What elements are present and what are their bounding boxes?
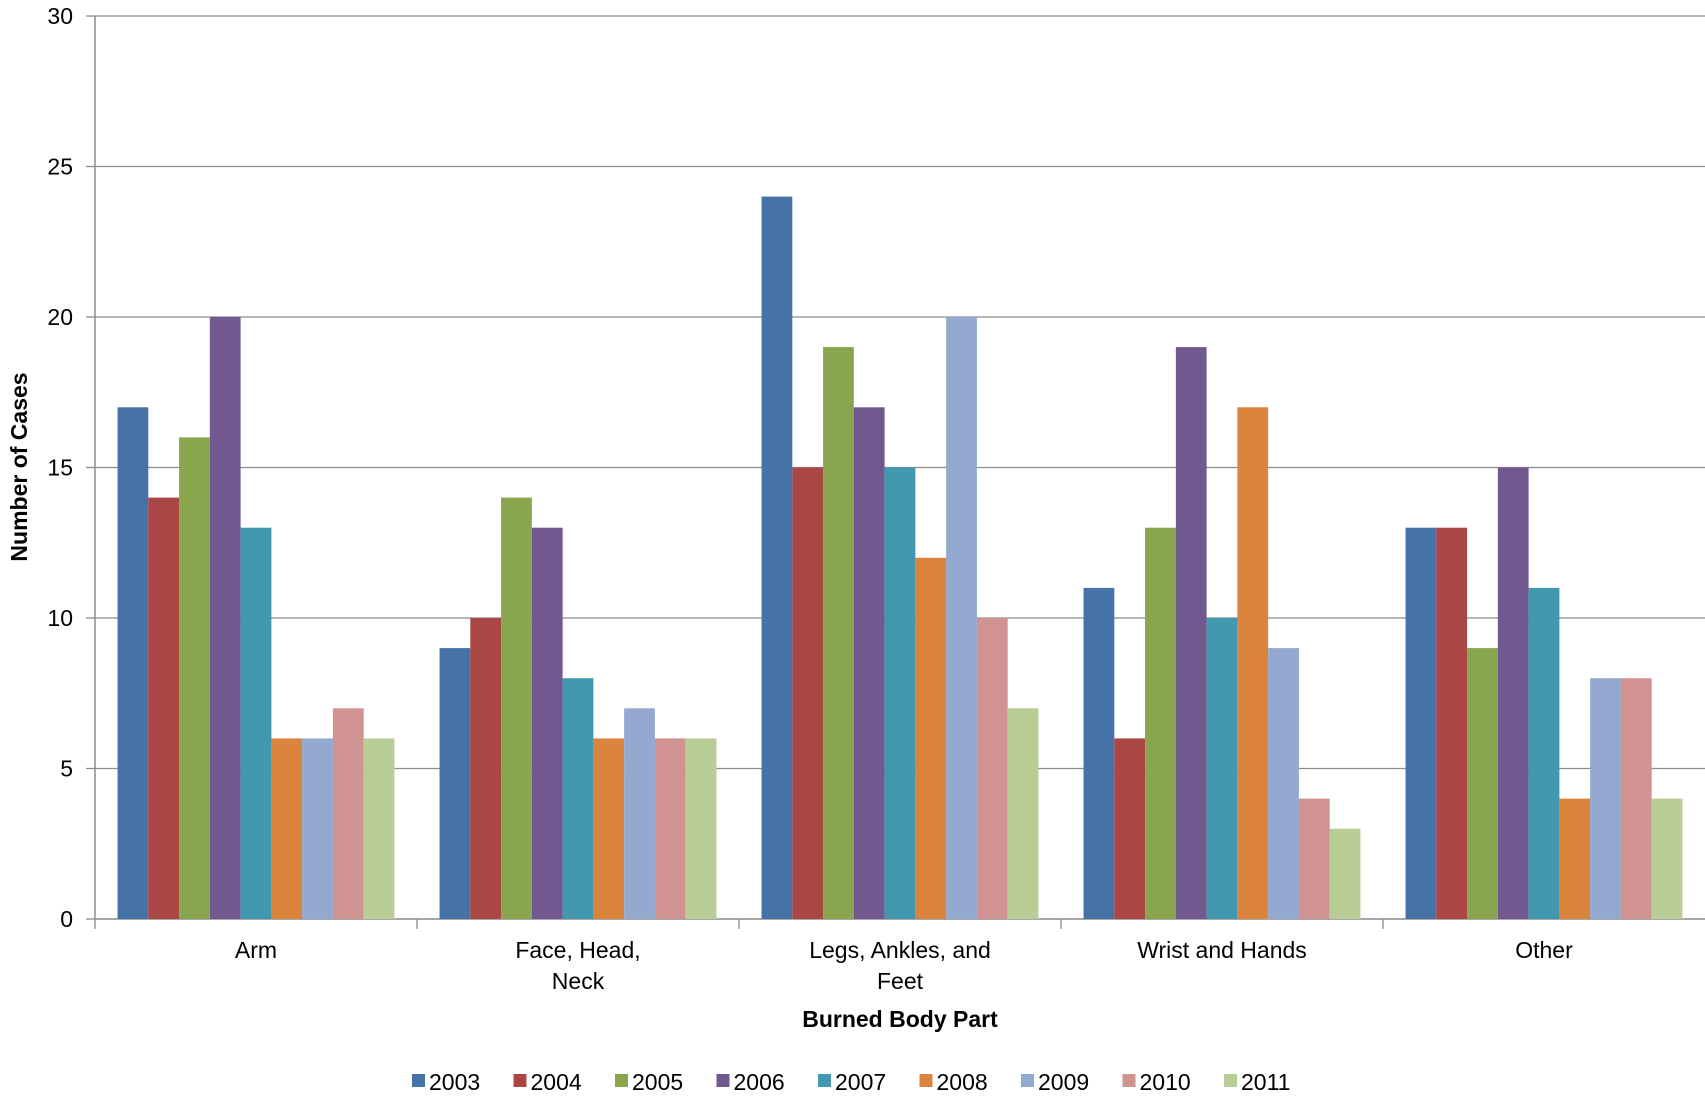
- bar-2006: [1175, 347, 1207, 920]
- legend-label-2003: 2003: [429, 1069, 480, 1095]
- legend-swatch-2003: [412, 1074, 425, 1087]
- y-tick-label: 10: [47, 605, 73, 631]
- legend-swatch-2006: [716, 1074, 730, 1087]
- y-tick-label: 30: [47, 3, 73, 29]
- bar-2009: [624, 708, 655, 919]
- x-axis-title: Burned Body Part: [802, 1006, 998, 1032]
- bar-2007: [562, 678, 594, 919]
- legend-swatch-2004: [513, 1074, 527, 1087]
- x-tick-label: Neck: [552, 968, 605, 994]
- legend-swatch-2008: [919, 1074, 933, 1087]
- bar-2005: [501, 497, 532, 919]
- legend-label-2010: 2010: [1140, 1069, 1191, 1095]
- bar-2009: [1268, 648, 1299, 919]
- legend-swatch-2007: [818, 1074, 831, 1087]
- x-tick-label: Legs, Ankles, and: [809, 937, 991, 963]
- legend-swatch-2005: [615, 1074, 628, 1087]
- bar-2003: [117, 407, 149, 919]
- x-tick-label: Wrist and Hands: [1137, 937, 1307, 963]
- bar-2004: [792, 467, 824, 919]
- bar-2006: [853, 407, 885, 919]
- bar-2010: [1620, 678, 1652, 919]
- bar-2011: [1651, 798, 1683, 919]
- x-tick-label: Feet: [877, 968, 924, 994]
- legend-label-2005: 2005: [632, 1069, 683, 1095]
- y-tick-label: 0: [60, 906, 73, 932]
- y-axis-title: Number of Cases: [6, 372, 32, 561]
- bar-2009: [1590, 678, 1621, 919]
- bar-2008: [271, 738, 303, 919]
- bar-2010: [332, 708, 364, 919]
- bar-2009: [302, 738, 333, 919]
- legend-swatch-2011: [1224, 1074, 1237, 1087]
- bar-2007: [1528, 587, 1560, 919]
- bar-2003: [1083, 587, 1115, 919]
- y-tick-label: 20: [47, 304, 73, 330]
- bar-2011: [363, 738, 395, 919]
- bar-2007: [240, 527, 272, 919]
- bar-2011: [1329, 828, 1361, 919]
- y-tick-label: 5: [60, 756, 73, 782]
- legend-label-2009: 2009: [1038, 1069, 1089, 1095]
- bar-2003: [439, 648, 471, 919]
- bar-2008: [1559, 798, 1591, 919]
- bar-2011: [1007, 708, 1039, 919]
- legend-label-2006: 2006: [734, 1069, 785, 1095]
- bar-2006: [531, 527, 563, 919]
- bar-2003: [761, 196, 793, 920]
- bar-2009: [946, 317, 977, 919]
- legend-label-2007: 2007: [835, 1069, 886, 1095]
- bar-2008: [593, 738, 625, 919]
- bar-2006: [209, 317, 241, 919]
- legend-label-2011: 2011: [1241, 1069, 1290, 1095]
- bar-2010: [1298, 798, 1330, 919]
- bar-2007: [1206, 618, 1238, 919]
- bar-2007: [884, 467, 916, 919]
- y-tick-label: 15: [47, 455, 73, 481]
- legend-swatch-2009: [1021, 1074, 1034, 1087]
- bar-2005: [823, 347, 854, 920]
- x-tick-label: Arm: [235, 937, 277, 963]
- bar-2004: [1436, 527, 1468, 919]
- bar-2010: [654, 738, 686, 919]
- bar-2003: [1405, 527, 1437, 919]
- bar-2005: [1145, 527, 1176, 919]
- x-tick-label: Other: [1515, 937, 1573, 963]
- tick-labels: 0 5 10 15 20 25 30 Arm Face, Head, Neck Legs, Ankl…: [47, 3, 1573, 994]
- bar-2006: [1497, 467, 1529, 919]
- bar-2008: [1237, 407, 1269, 919]
- bars: [117, 196, 1683, 920]
- bar-2005: [1467, 648, 1498, 919]
- bar-2011: [685, 738, 717, 919]
- legend-label-2004: 2004: [531, 1069, 582, 1095]
- legend-swatch-2010: [1122, 1074, 1136, 1087]
- bar-2004: [470, 618, 502, 919]
- x-tick-label: Face, Head,: [515, 937, 640, 963]
- legend: 2003 2004 2005 2006 2007 2008 2009 2010 2011: [412, 1069, 1290, 1095]
- bar-2004: [1114, 738, 1146, 919]
- bar-2005: [179, 437, 210, 919]
- legend-label-2008: 2008: [937, 1069, 988, 1095]
- bar-2008: [915, 557, 947, 919]
- bar-2010: [976, 618, 1008, 919]
- bar-2004: [148, 497, 180, 919]
- y-tick-label: 25: [47, 154, 73, 180]
